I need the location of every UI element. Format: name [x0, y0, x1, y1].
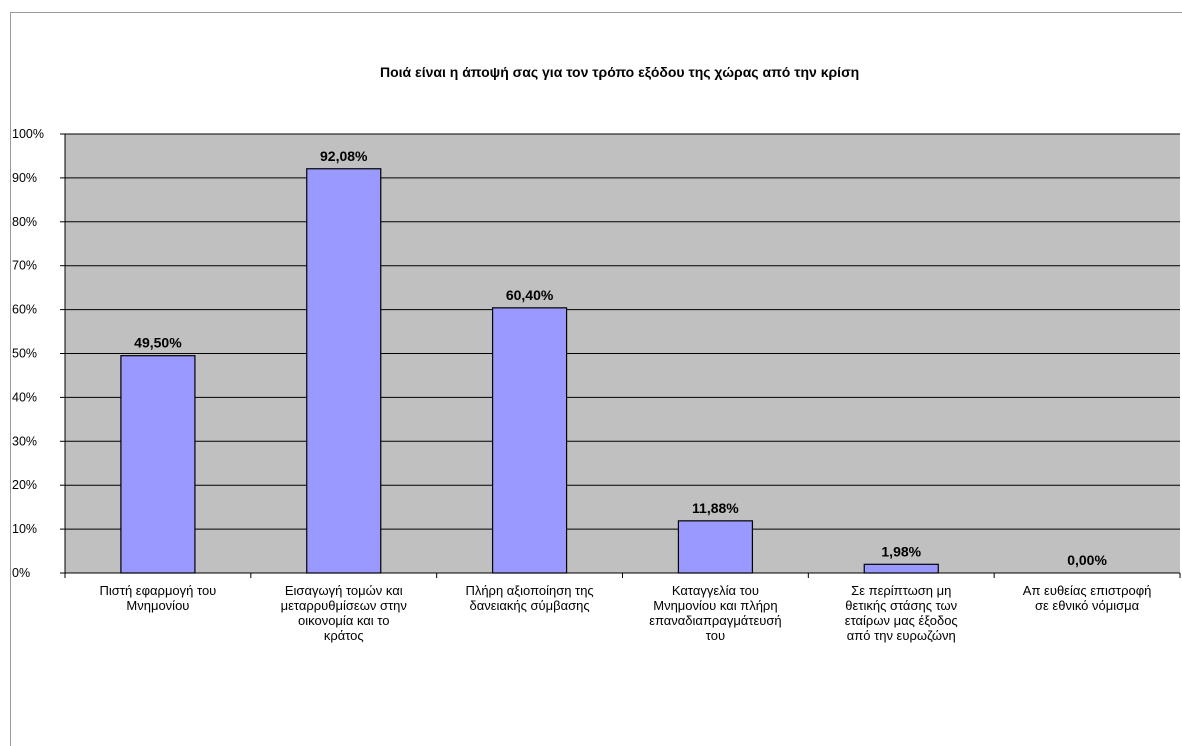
chart-title: Ποιά είναι η άποψή σας για τον τρόπο εξό… [380, 64, 860, 80]
y-tick-label: 50% [12, 347, 37, 361]
bar [120, 355, 196, 574]
y-tick-label: 90% [12, 171, 37, 185]
category-label: Σε περίπτωση μη θετικής στάσης των εταίρων… [845, 583, 958, 643]
bar [306, 168, 382, 574]
category-label: Εισαγωγή τομών και μεταρρυθμίσεων στην οικ… [281, 583, 407, 643]
data-label: 11,88% [692, 500, 739, 516]
bar [677, 520, 754, 574]
y-tick-label: 20% [12, 478, 37, 492]
data-label: 1,98% [881, 543, 921, 559]
y-tick-label: 0% [12, 566, 30, 580]
chart-frame [10, 12, 1182, 746]
bar [491, 307, 568, 574]
data-label: 92,08% [320, 148, 368, 164]
category-label: Απ ευθείας επιστροφή σε εθνικό νόμισμα [1023, 583, 1152, 613]
y-tick-label: 60% [12, 303, 37, 317]
y-tick-label: 10% [12, 522, 37, 536]
data-label: 49,50% [134, 335, 182, 351]
y-tick-label: 40% [12, 390, 37, 404]
y-tick-label: 30% [12, 434, 37, 448]
y-tick-label: 100% [12, 127, 44, 141]
data-label: 60,40% [506, 287, 554, 303]
data-label: 0,00% [1067, 552, 1107, 568]
y-tick-label: 70% [12, 259, 37, 273]
category-label: Πλήρη αξιοποίηση της δανειακής σύμβασης [465, 583, 593, 613]
y-tick-label: 80% [12, 215, 37, 229]
bar [863, 563, 939, 574]
category-label: Πιστή εφαρμογή του Μνημονίου [100, 583, 217, 613]
category-label: Καταγγελία του Μνημονίου και πλήρη επαναδι… [649, 583, 781, 643]
